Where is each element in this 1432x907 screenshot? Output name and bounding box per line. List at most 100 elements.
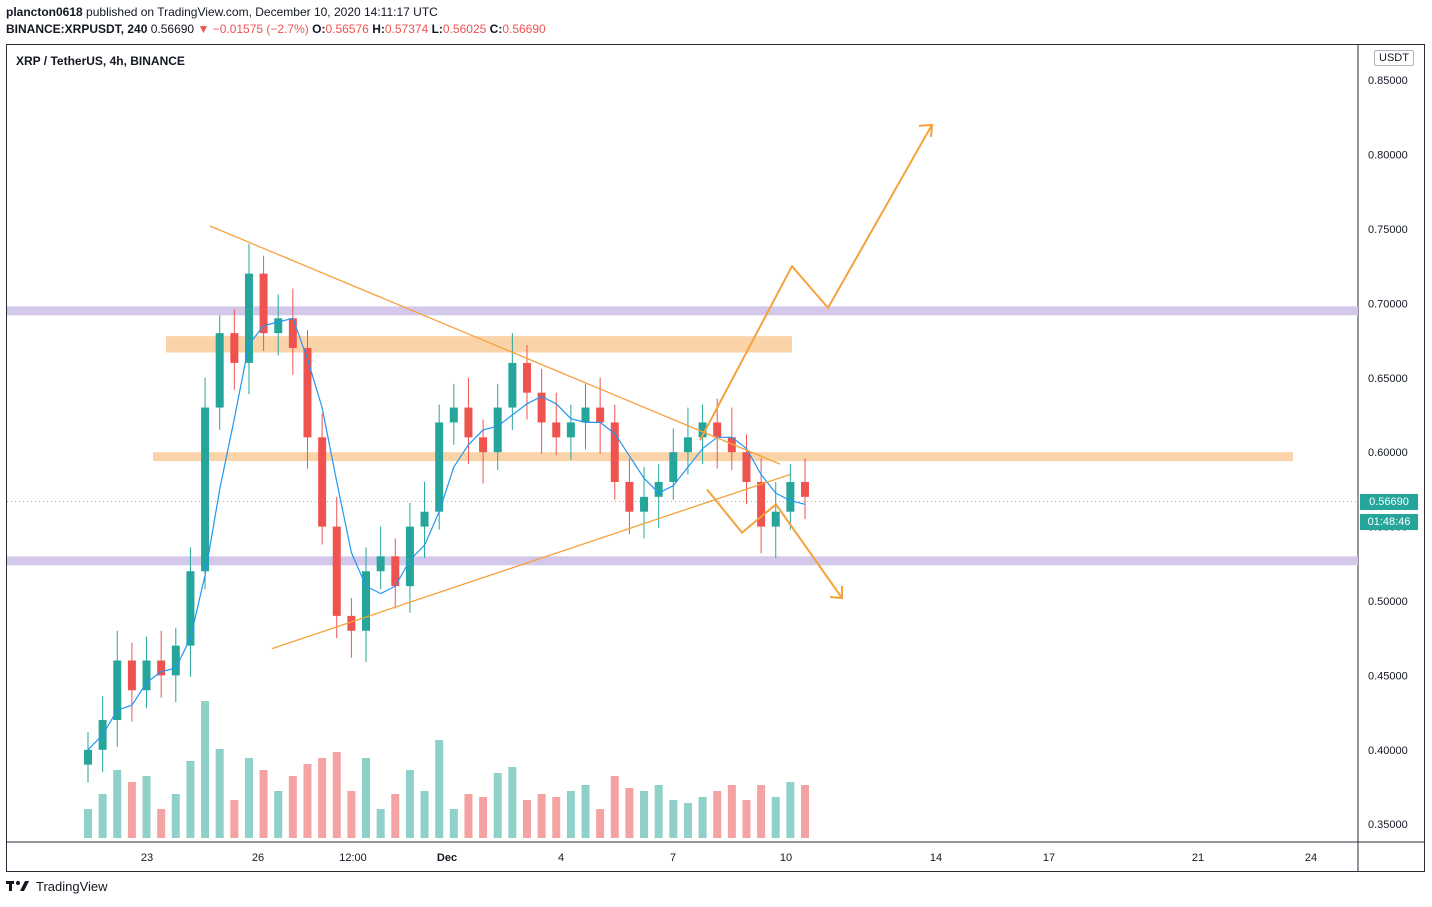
y-tick-label: 0.65000 bbox=[1368, 373, 1408, 385]
candle-body bbox=[493, 407, 502, 453]
candle-body bbox=[771, 511, 780, 527]
candle-body bbox=[420, 511, 429, 527]
volume-bar bbox=[771, 797, 780, 838]
x-tick-label: 7 bbox=[670, 852, 676, 864]
scenario-arrow-down bbox=[706, 488, 843, 599]
open-value: 0.56576 bbox=[325, 22, 369, 36]
x-tick-label: 14 bbox=[930, 852, 942, 864]
candle-body bbox=[274, 318, 283, 334]
candle-body bbox=[508, 362, 517, 408]
volume-bar bbox=[449, 809, 458, 838]
chart-symbol-label: XRP / TetherUS, 4h, BINANCE bbox=[16, 54, 185, 68]
candle-body bbox=[215, 333, 224, 408]
candle-body bbox=[522, 362, 531, 393]
low-value: 0.56025 bbox=[442, 22, 487, 36]
candle-body bbox=[259, 273, 268, 334]
volume-bar bbox=[581, 785, 590, 838]
moving-average-line bbox=[87, 317, 806, 751]
volume-bar bbox=[713, 791, 722, 838]
close-value: 0.56690 bbox=[502, 22, 546, 36]
x-tick-label: 4 bbox=[558, 852, 564, 864]
x-tick-label: 10 bbox=[780, 852, 792, 864]
volume-bar bbox=[610, 776, 619, 838]
x-tick-label: 12:00 bbox=[339, 852, 367, 864]
volume-bar bbox=[596, 809, 605, 838]
candle-body bbox=[537, 392, 546, 423]
publisher-name[interactable]: plancton0618 bbox=[6, 5, 83, 19]
candle-body bbox=[391, 556, 400, 587]
chart-frame bbox=[6, 44, 1425, 872]
candle-body bbox=[186, 571, 195, 646]
candle-body bbox=[713, 422, 722, 438]
candle-body bbox=[244, 273, 253, 363]
candle-body bbox=[142, 660, 151, 691]
y-tick-label: 0.35000 bbox=[1368, 819, 1408, 831]
volume-bar bbox=[259, 770, 268, 838]
volume-bar bbox=[640, 791, 649, 838]
volume-bar bbox=[98, 794, 107, 838]
candle-body bbox=[303, 348, 312, 438]
tradingview-logo[interactable]: TradingView bbox=[6, 878, 108, 894]
x-tick-label: 23 bbox=[141, 852, 153, 864]
candle-body bbox=[757, 481, 766, 527]
candle-body bbox=[698, 422, 707, 438]
volume-bar bbox=[274, 791, 283, 838]
scenario-arrow-up bbox=[699, 124, 933, 441]
candle-body bbox=[566, 422, 575, 438]
volume-bar bbox=[127, 782, 136, 838]
volume-bar bbox=[566, 791, 575, 838]
x-tick-label: Dec bbox=[437, 852, 457, 864]
volume-bar bbox=[727, 785, 736, 838]
volume-bar bbox=[391, 794, 400, 838]
publish-info: plancton0618 published on TradingView.co… bbox=[6, 5, 438, 19]
last-price: 0.56690 bbox=[150, 22, 195, 36]
volume-bar bbox=[420, 791, 429, 838]
candle-body bbox=[113, 660, 122, 721]
open-label: O: bbox=[312, 22, 326, 36]
bar-countdown-tag: 01:48:46 bbox=[1360, 514, 1418, 530]
y-tick-label: 0.85000 bbox=[1368, 75, 1408, 87]
candle-body bbox=[362, 571, 371, 631]
candle-body bbox=[640, 496, 649, 512]
y-tick-label: 0.75000 bbox=[1368, 224, 1408, 236]
candle-body bbox=[683, 437, 692, 453]
volume-bar bbox=[201, 701, 210, 838]
volume-bar bbox=[244, 758, 253, 838]
zone-band-purple bbox=[7, 556, 1358, 566]
candle-body bbox=[479, 437, 488, 453]
volume-bar bbox=[669, 800, 678, 838]
volume-bar bbox=[508, 767, 517, 838]
candle-body bbox=[742, 452, 751, 482]
candle-body bbox=[347, 615, 356, 631]
volume-bar bbox=[362, 758, 371, 838]
candle-body bbox=[171, 645, 180, 676]
candle-body bbox=[581, 407, 590, 423]
y-tick-label: 0.80000 bbox=[1368, 150, 1408, 162]
candle-body bbox=[435, 422, 444, 512]
candle-body bbox=[449, 407, 458, 423]
volume-bar bbox=[332, 752, 341, 838]
volume-bar bbox=[786, 782, 795, 838]
volume-bar bbox=[742, 800, 751, 838]
volume-bar bbox=[230, 800, 239, 838]
currency-badge[interactable]: USDT bbox=[1374, 50, 1414, 66]
volume-bar bbox=[522, 800, 531, 838]
volume-bar bbox=[698, 797, 707, 838]
zone-band-orange bbox=[153, 452, 1293, 462]
triangle-upper-line bbox=[209, 225, 781, 465]
volume-bar bbox=[493, 773, 502, 838]
volume-bar bbox=[405, 770, 414, 838]
candle-body bbox=[727, 437, 736, 453]
tradingview-logo-text: TradingView bbox=[36, 878, 108, 894]
close-label: C: bbox=[489, 22, 503, 36]
scenario-arrowhead-down bbox=[829, 586, 843, 600]
volume-bar bbox=[479, 797, 488, 838]
volume-bar bbox=[303, 764, 312, 838]
x-tick-label: 26 bbox=[252, 852, 264, 864]
volume-bar bbox=[142, 776, 151, 838]
volume-bar bbox=[801, 785, 809, 838]
volume-bar bbox=[288, 776, 297, 838]
y-tick-label: 0.40000 bbox=[1368, 745, 1408, 757]
publish-date: published on TradingView.com, December 1… bbox=[86, 5, 438, 19]
